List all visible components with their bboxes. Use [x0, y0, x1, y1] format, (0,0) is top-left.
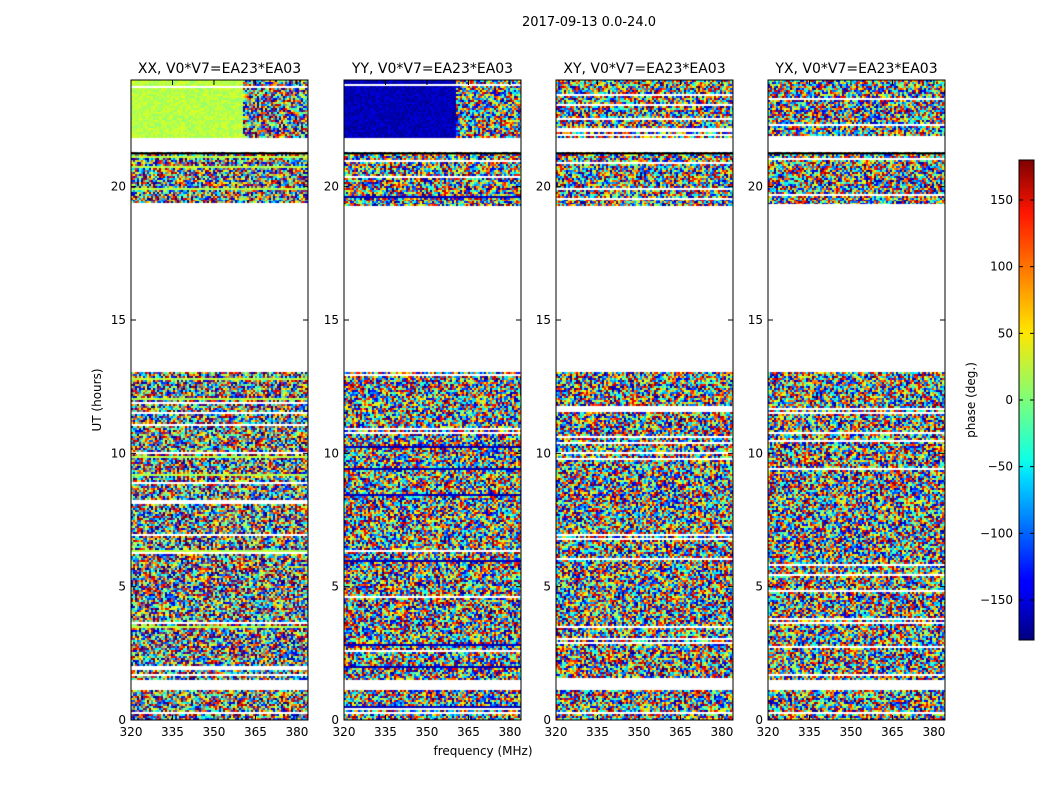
panel: YX, V0*V7=EA23*EA03 320 335 350 365 380 0 5 10 15…	[748, 61, 946, 739]
x-tick-label: 320	[120, 725, 143, 739]
x-tick-label: 380	[498, 725, 521, 739]
y-tick-label: 15	[324, 313, 339, 327]
heatmap-image	[344, 80, 521, 720]
panel-title: YY, V0*V7=EA23*EA03	[351, 61, 513, 77]
colorbar-tick-label: −50	[988, 460, 1013, 474]
y-tick-label: 0	[543, 713, 551, 727]
x-tick-label: 335	[161, 725, 184, 739]
y-tick-label: 5	[331, 580, 339, 594]
y-tick-label: 5	[543, 580, 551, 594]
x-tick-label: 350	[840, 725, 863, 739]
panel-title: XX, V0*V7=EA23*EA03	[138, 61, 301, 77]
panel-frame	[555, 79, 734, 721]
y-tick-label: 20	[536, 180, 551, 194]
heatmap-image	[131, 80, 308, 720]
y-tick-label: 15	[536, 313, 551, 327]
y-tick-label: 0	[331, 713, 339, 727]
panel: XY, V0*V7=EA23*EA03 320 335 350 365 380 0 5 10 15…	[536, 61, 734, 739]
colorbar-tick-label: −100	[980, 526, 1013, 540]
x-tick-label: 365	[669, 725, 692, 739]
y-tick-label: 10	[324, 446, 339, 460]
x-tick-label: 380	[710, 725, 733, 739]
y-tick-label: 15	[111, 313, 126, 327]
panel-frame	[767, 79, 946, 721]
x-tick-label: 320	[545, 725, 568, 739]
y-tick-label: 10	[536, 446, 551, 460]
x-tick-label: 380	[922, 725, 945, 739]
x-axis-label: frequency (MHz)	[433, 744, 532, 758]
heatmap-image	[556, 80, 733, 720]
heatmap-image	[768, 80, 945, 720]
y-axis-label: UT (hours)	[90, 368, 104, 431]
x-tick-label: 335	[798, 725, 821, 739]
x-tick-label: 365	[881, 725, 904, 739]
panel-title: YX, V0*V7=EA23*EA03	[774, 61, 937, 77]
x-tick-label: 350	[416, 725, 439, 739]
y-tick-label: 20	[324, 180, 339, 194]
y-tick-label: 20	[748, 180, 763, 194]
y-tick-label: 5	[755, 580, 763, 594]
colorbar-tick-label: 50	[998, 326, 1013, 340]
x-tick-label: 380	[285, 725, 308, 739]
panel: YY, V0*V7=EA23*EA03 320 335 350 365 380 0 5 10 15…	[324, 61, 522, 739]
x-tick-label: 320	[333, 725, 356, 739]
panel-frame	[343, 79, 522, 721]
y-tick-label: 10	[111, 446, 126, 460]
colorbar-tick-label: 100	[990, 260, 1013, 274]
figure-suptitle: 2017-09-13 0.0-24.0	[522, 15, 656, 30]
x-tick-label: 350	[628, 725, 651, 739]
y-tick-label: 20	[111, 180, 126, 194]
y-tick-label: 5	[118, 580, 126, 594]
heatmap-panels: XX, V0*V7=EA23*EA03 320 335 350 365 380 0 5 10 15…	[111, 61, 946, 739]
colorbar-label: phase (deg.)	[964, 362, 978, 438]
colorbar-tick-label: 150	[990, 193, 1013, 207]
x-tick-label: 365	[244, 725, 267, 739]
panel: XX, V0*V7=EA23*EA03 320 335 350 365 380 0 5 10 15…	[111, 61, 309, 739]
panel-frame	[130, 79, 309, 721]
x-tick-label: 320	[757, 725, 780, 739]
y-tick-label: 10	[748, 446, 763, 460]
x-tick-label: 350	[203, 725, 226, 739]
x-tick-label: 335	[374, 725, 397, 739]
x-tick-label: 335	[586, 725, 609, 739]
y-tick-label: 0	[755, 713, 763, 727]
colorbar-tick-label: 0	[1005, 393, 1013, 407]
colorbar-tick-label: −150	[980, 593, 1013, 607]
x-tick-label: 365	[457, 725, 480, 739]
y-tick-label: 0	[118, 713, 126, 727]
panel-title: XY, V0*V7=EA23*EA03	[563, 61, 725, 77]
y-tick-label: 15	[748, 313, 763, 327]
colorbar: 150 100 50 0 −50 −100 −150 phase (deg.)	[964, 159, 1035, 641]
